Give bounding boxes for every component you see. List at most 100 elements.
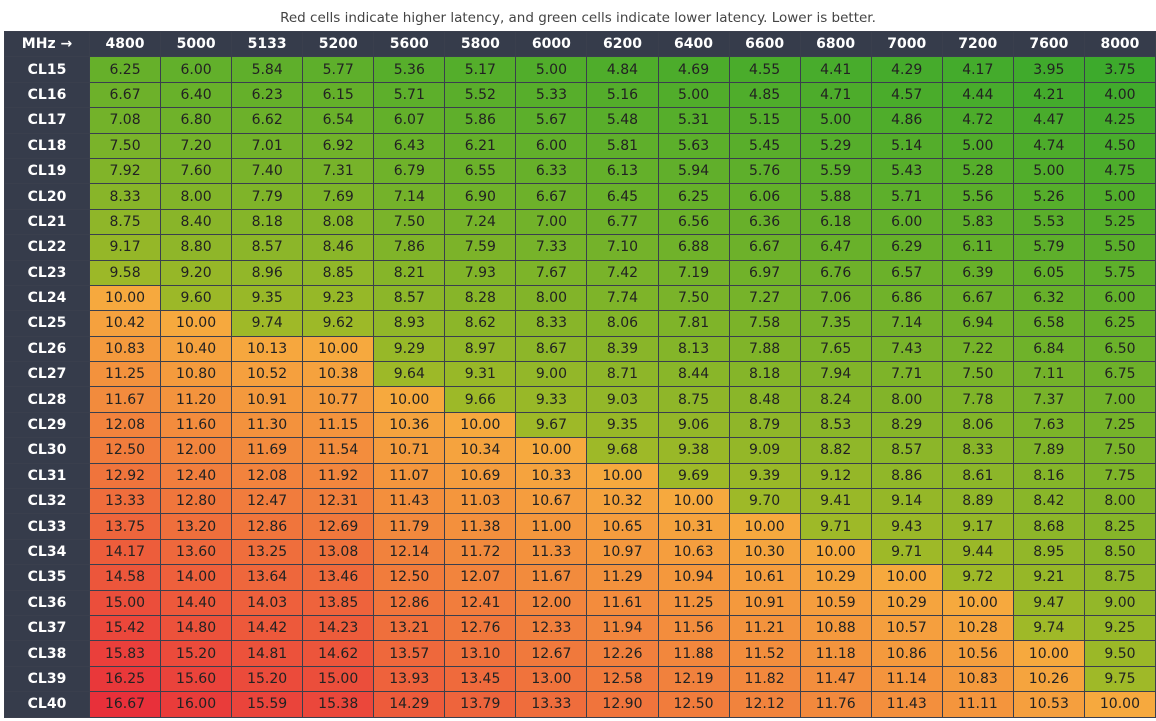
latency-cell: 13.00 <box>515 665 588 693</box>
latency-cell: 8.21 <box>373 259 446 286</box>
mhz-header: 4800 <box>88 30 162 58</box>
latency-cell: 6.55 <box>444 157 517 185</box>
corner-header: MHz → <box>4 30 90 58</box>
latency-cell: 11.60 <box>160 411 233 439</box>
latency-cell: 8.75 <box>88 208 162 236</box>
latency-cell: 16.67 <box>88 691 162 718</box>
mhz-header: 6000 <box>515 30 588 58</box>
latency-cell: 5.00 <box>1012 157 1085 185</box>
cl-label: CL28 <box>4 386 90 413</box>
latency-cell: 9.17 <box>88 234 162 261</box>
table-row: CL37 15.42 14.80 14.42 14.23 13.21 12.76 12.33 1… <box>4 614 1156 642</box>
latency-cell: 12.19 <box>657 665 730 693</box>
latency-cell: 13.60 <box>160 538 233 566</box>
latency-cell: 7.75 <box>1083 462 1156 490</box>
latency-cell: 12.50 <box>657 691 730 718</box>
latency-cell: 5.15 <box>728 107 801 134</box>
latency-cell: 9.21 <box>1012 564 1085 591</box>
latency-cell: 6.00 <box>160 56 233 83</box>
latency-cell: 9.44 <box>941 538 1014 566</box>
latency-cell: 6.56 <box>657 208 730 236</box>
latency-cell: 7.00 <box>515 208 588 236</box>
cl-label: CL29 <box>4 411 90 439</box>
latency-cell: 5.75 <box>1083 259 1156 286</box>
latency-cell: 10.00 <box>657 488 730 515</box>
latency-cell: 13.75 <box>88 513 162 540</box>
latency-cell: 12.00 <box>160 437 233 464</box>
latency-cell: 10.40 <box>160 335 233 363</box>
latency-cell: 16.25 <box>88 665 162 693</box>
mhz-header: 5800 <box>444 30 517 58</box>
table-row: CL15 6.25 6.00 5.84 5.77 5.36 5.17 5.00 4.84 4.69… <box>4 56 1156 83</box>
latency-cell: 13.20 <box>160 513 233 540</box>
latency-cell: 11.88 <box>657 640 730 667</box>
table-row: CL16 6.67 6.40 6.23 6.15 5.71 5.52 5.33 5.16 5.00… <box>4 81 1156 109</box>
latency-cell: 5.00 <box>941 132 1014 159</box>
cl-label: CL21 <box>4 208 90 236</box>
latency-cell: 4.44 <box>941 81 1014 109</box>
latency-cell: 8.24 <box>799 386 872 413</box>
latency-cell: 9.68 <box>586 437 659 464</box>
latency-cell: 5.25 <box>1083 208 1156 236</box>
latency-cell: 8.85 <box>302 259 375 286</box>
latency-cell: 11.18 <box>799 640 872 667</box>
latency-cell: 9.14 <box>870 488 943 515</box>
latency-cell: 9.58 <box>88 259 162 286</box>
mhz-header: 5133 <box>231 30 304 58</box>
latency-cell: 14.17 <box>88 538 162 566</box>
latency-cell: 6.67 <box>515 183 588 210</box>
latency-cell: 10.33 <box>515 462 588 490</box>
latency-cell: 10.91 <box>728 589 801 616</box>
latency-cell: 5.56 <box>941 183 1014 210</box>
latency-cell: 7.58 <box>728 310 801 337</box>
latency-cell: 13.08 <box>302 538 375 566</box>
latency-cell: 7.50 <box>88 132 162 159</box>
mhz-header: 5000 <box>160 30 233 58</box>
latency-cell: 9.09 <box>728 437 801 464</box>
latency-cell: 7.88 <box>728 335 801 363</box>
latency-cell: 7.50 <box>1083 437 1156 464</box>
latency-cell: 9.66 <box>444 386 517 413</box>
latency-cell: 9.33 <box>515 386 588 413</box>
latency-cell: 9.41 <box>799 488 872 515</box>
latency-cell: 13.45 <box>444 665 517 693</box>
latency-cell: 3.95 <box>1012 56 1085 83</box>
latency-cell: 11.67 <box>515 564 588 591</box>
cl-label: CL39 <box>4 665 90 693</box>
latency-cell: 15.20 <box>160 640 233 667</box>
latency-cell: 4.47 <box>1012 107 1085 134</box>
latency-cell: 8.82 <box>799 437 872 464</box>
latency-cell: 9.69 <box>657 462 730 490</box>
cl-label: CL30 <box>4 437 90 464</box>
latency-cell: 4.86 <box>870 107 943 134</box>
latency-cell: 8.18 <box>728 361 801 388</box>
latency-cell: 8.62 <box>444 310 517 337</box>
latency-cell: 7.94 <box>799 361 872 388</box>
latency-cell: 10.88 <box>799 614 872 642</box>
table-row: CL29 12.08 11.60 11.30 11.15 10.36 10.00 9.67 9.… <box>4 411 1156 439</box>
latency-cell: 12.33 <box>515 614 588 642</box>
latency-cell: 8.97 <box>444 335 517 363</box>
latency-cell: 9.64 <box>373 361 446 388</box>
latency-cell: 10.69 <box>444 462 517 490</box>
latency-cell: 13.57 <box>373 640 446 667</box>
latency-cell: 10.32 <box>586 488 659 515</box>
latency-cell: 5.84 <box>231 56 304 83</box>
latency-cell: 6.54 <box>302 107 375 134</box>
latency-cell: 11.38 <box>444 513 517 540</box>
latency-cell: 10.00 <box>728 513 801 540</box>
latency-cell: 8.57 <box>870 437 943 464</box>
latency-cell: 7.42 <box>586 259 659 286</box>
latency-cell: 8.28 <box>444 284 517 312</box>
latency-cell: 7.14 <box>373 183 446 210</box>
latency-cell: 8.46 <box>302 234 375 261</box>
latency-cell: 10.34 <box>444 437 517 464</box>
latency-cell: 9.25 <box>1083 614 1156 642</box>
table-row: CL21 8.75 8.40 8.18 8.08 7.50 7.24 7.00 6.77 6.56… <box>4 208 1156 236</box>
latency-cell: 8.95 <box>1012 538 1085 566</box>
latency-cell: 13.21 <box>373 614 446 642</box>
latency-cell: 8.93 <box>373 310 446 337</box>
latency-cell: 12.31 <box>302 488 375 515</box>
latency-table: MHz → 4800 5000 5133 5200 5600 5800 6000 6200 640… <box>4 30 1156 718</box>
latency-cell: 7.86 <box>373 234 446 261</box>
